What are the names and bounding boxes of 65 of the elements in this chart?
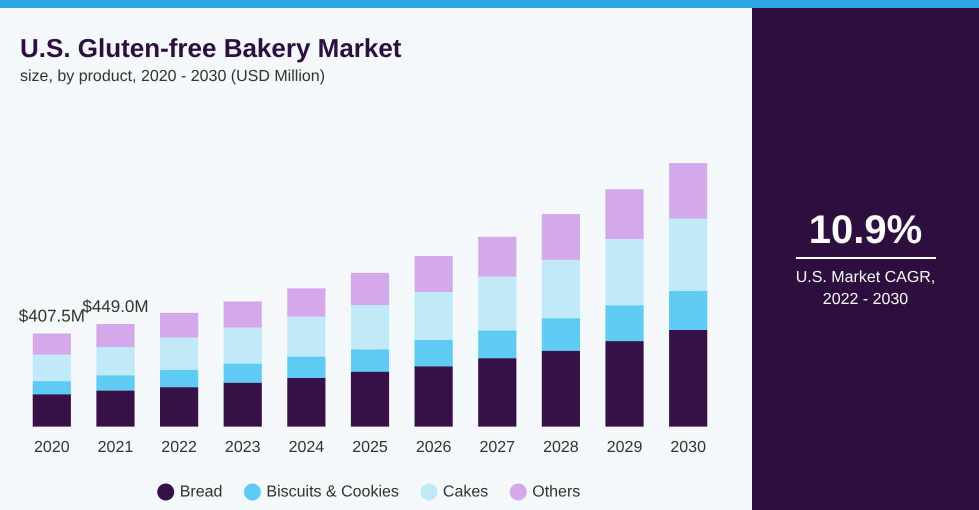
bar <box>605 239 644 306</box>
bar <box>160 370 198 388</box>
bar <box>287 316 326 357</box>
bar <box>32 394 71 427</box>
bar <box>478 276 516 331</box>
x-tick-label: 2030 <box>670 438 706 456</box>
bar <box>478 358 516 427</box>
bar <box>478 330 516 358</box>
legend-label: Cakes <box>442 483 488 500</box>
bar <box>96 390 135 427</box>
chart-title: U.S. Gluten-free Bakery Market <box>20 32 402 63</box>
bar <box>224 382 262 427</box>
bar <box>287 356 326 378</box>
bar <box>669 291 708 330</box>
chart-subtitle: size, by product, 2020 - 2030 (USD Million) <box>20 68 326 86</box>
bar <box>287 378 326 427</box>
bar <box>414 256 453 292</box>
x-tick-label: 2024 <box>288 438 324 456</box>
annotation: $407.5M <box>18 306 85 326</box>
x-tick-label: 2023 <box>224 438 261 456</box>
bar <box>542 214 580 260</box>
x-tick-label: 2021 <box>98 438 134 456</box>
text: U.S. Market CAGR, 2022 - 2030 <box>794 268 936 310</box>
bar <box>669 218 708 292</box>
legend-label: Others <box>532 483 580 500</box>
bar <box>224 328 262 364</box>
bar <box>32 381 71 394</box>
bar <box>160 338 198 370</box>
bar <box>350 304 390 350</box>
bar <box>414 292 453 340</box>
bar <box>414 366 453 427</box>
bar <box>160 387 198 427</box>
legend-label: Biscuits & Cookies <box>266 483 399 500</box>
x-tick-label: 2026 <box>416 438 452 456</box>
annotation: $449.0M <box>82 297 149 316</box>
bar <box>32 333 71 355</box>
x-tick-label: 2025 <box>352 438 388 456</box>
bar <box>542 260 580 318</box>
bar <box>287 288 326 317</box>
bar <box>669 330 708 427</box>
bar <box>669 163 708 219</box>
x-tick-label: 2022 <box>161 438 197 456</box>
bar <box>542 318 580 351</box>
bar <box>414 340 453 366</box>
bar <box>478 236 516 277</box>
bar <box>605 306 644 342</box>
bar <box>350 350 390 372</box>
text: 10.9% <box>808 208 924 253</box>
bar <box>350 372 390 427</box>
bar <box>224 302 262 328</box>
x-tick-label: 2027 <box>479 438 516 456</box>
bar <box>224 364 262 383</box>
bar <box>32 354 71 382</box>
bar <box>350 272 390 305</box>
bar <box>542 350 580 427</box>
legend-label: Bread <box>180 483 222 500</box>
bar <box>605 341 644 427</box>
x-tick-label: 2029 <box>606 438 642 456</box>
bar <box>96 375 135 391</box>
bar <box>605 189 644 240</box>
bar <box>96 324 135 348</box>
x-tick-label: 2028 <box>543 438 579 456</box>
x-tick-label: 2020 <box>34 438 70 456</box>
bar <box>160 312 198 338</box>
bar <box>96 347 135 376</box>
